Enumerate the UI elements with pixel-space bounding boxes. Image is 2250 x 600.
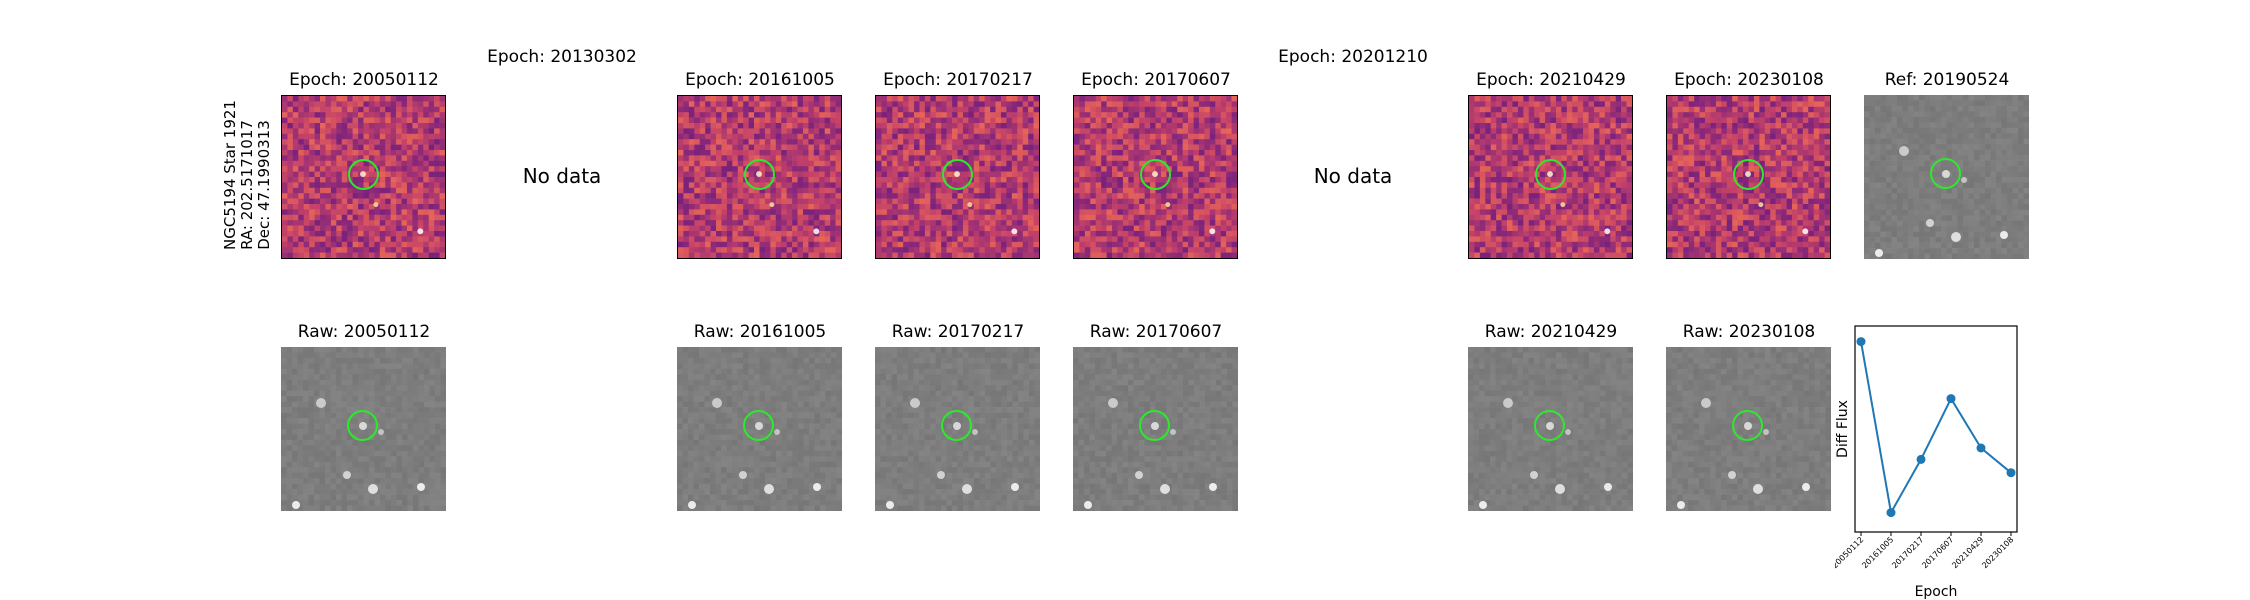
raw-image-4 bbox=[1073, 347, 1238, 511]
epoch-title-7: Epoch: 20210429 bbox=[1476, 70, 1626, 90]
aperture-circle bbox=[1930, 158, 1961, 189]
raw-image-5 bbox=[1468, 347, 1633, 511]
raw-title-6: Raw: 20230108 bbox=[1682, 322, 1816, 342]
raw-title-2: Raw: 20161005 bbox=[693, 322, 827, 342]
raw-image-1 bbox=[281, 347, 446, 511]
epoch-title-3: Epoch: 20161005 bbox=[685, 70, 835, 90]
epoch-title-4: Epoch: 20170217 bbox=[883, 70, 1033, 90]
raw-image-3 bbox=[875, 347, 1040, 511]
raw-image-2-pixels bbox=[677, 347, 842, 511]
diff-image-5 bbox=[1073, 95, 1238, 259]
epoch-title-6: Epoch: 20201210 bbox=[1278, 47, 1428, 67]
ref-title: Ref: 20190524 bbox=[1884, 70, 2010, 90]
x-axis-label: Epoch bbox=[1915, 584, 1958, 600]
aperture-circle bbox=[941, 410, 972, 441]
y-axis-label: Diff Flux bbox=[1835, 400, 1851, 458]
chart-axes-frame bbox=[1854, 325, 2018, 533]
epoch-title-2: Epoch: 20130302 bbox=[487, 47, 637, 67]
no-data-text-2: No data bbox=[1313, 164, 1393, 188]
diff-image-5-pixels bbox=[1074, 96, 1237, 258]
diff-image-1 bbox=[281, 95, 446, 259]
aperture-circle bbox=[942, 159, 973, 190]
aperture-circle bbox=[743, 410, 774, 441]
epoch-title-5: Epoch: 20170607 bbox=[1081, 70, 1231, 90]
raw-image-6-pixels bbox=[1666, 347, 1831, 511]
data-point-20230108 bbox=[2006, 468, 2016, 478]
raw-title-4: Raw: 20170607 bbox=[1089, 322, 1223, 342]
aperture-circle bbox=[1139, 410, 1170, 441]
aperture-circle bbox=[744, 159, 775, 190]
raw-title-5: Raw: 20210429 bbox=[1484, 322, 1618, 342]
data-point-20161005 bbox=[1886, 508, 1896, 518]
aperture-circle bbox=[1733, 159, 1764, 190]
data-point-20170217 bbox=[1916, 454, 1926, 464]
aperture-circle bbox=[1535, 159, 1566, 190]
aperture-circle bbox=[1732, 410, 1763, 441]
epoch-title-1: Epoch: 20050112 bbox=[289, 70, 439, 90]
epoch-title-8: Epoch: 20230108 bbox=[1674, 70, 1824, 90]
aperture-circle bbox=[1140, 159, 1171, 190]
raw-image-6 bbox=[1666, 347, 1831, 511]
raw-title-1: Raw: 20050112 bbox=[297, 322, 431, 342]
diff-image-3 bbox=[677, 95, 842, 259]
no-data-text-1: No data bbox=[522, 164, 602, 188]
series-line bbox=[1860, 341, 2012, 516]
diff-image-4 bbox=[875, 95, 1040, 259]
aperture-circle bbox=[1534, 410, 1565, 441]
aperture-circle bbox=[347, 410, 378, 441]
star-dec: Dec: 47.1990313 bbox=[255, 120, 273, 250]
star-name: NGC5194 Star 1921 bbox=[221, 100, 239, 250]
ref-image bbox=[1864, 95, 2029, 259]
raw-image-3-pixels bbox=[875, 347, 1040, 511]
diff-image-8 bbox=[1666, 95, 1831, 259]
diff-image-3-pixels bbox=[678, 96, 841, 258]
data-point-20050112 bbox=[1856, 337, 1866, 347]
diff-image-7 bbox=[1468, 95, 1633, 259]
diff-flux-chart: 2005011220161005201702172017060720210429… bbox=[1835, 325, 2018, 600]
star-ra: RA: 202.5171017 bbox=[238, 120, 256, 250]
diff-image-7-pixels bbox=[1469, 96, 1632, 258]
data-point-20210429 bbox=[1976, 443, 1986, 453]
diff-image-1-pixels bbox=[282, 96, 445, 258]
diff-image-4-pixels bbox=[876, 96, 1039, 258]
aperture-circle bbox=[348, 159, 379, 190]
raw-image-5-pixels bbox=[1468, 347, 1633, 511]
raw-title-3: Raw: 20170217 bbox=[891, 322, 1025, 342]
x-tick-label-20230108: 20230108 bbox=[1980, 535, 2015, 570]
raw-image-2 bbox=[677, 347, 842, 511]
data-point-20170607 bbox=[1946, 394, 1956, 404]
